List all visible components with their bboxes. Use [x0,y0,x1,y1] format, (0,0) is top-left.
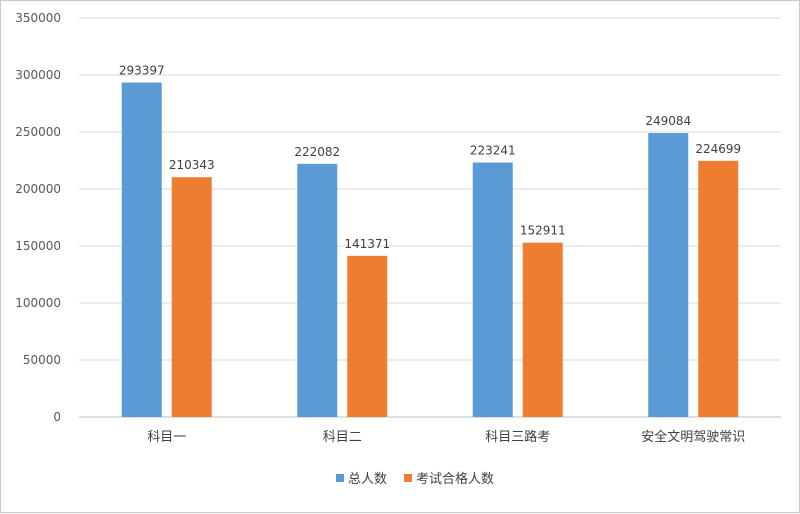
category-label-2: 科目三路考 [485,429,550,445]
y-tick-label-200000: 200000 [15,182,61,196]
bar-total-2 [472,162,513,417]
bar-total-1 [297,163,338,417]
y-tick-label-250000: 250000 [15,125,61,139]
category-label-1: 科目二 [323,430,362,445]
y-tick-label-0: 0 [53,410,61,424]
y-tick-label-300000: 300000 [15,68,61,82]
bar-total-3 [648,133,689,417]
legend-swatch-1 [404,474,412,482]
legend-label-0: 总人数 [348,472,387,487]
category-label-3: 安全文明驾驶常识 [641,429,745,445]
data-label-total-2: 223241 [470,144,516,158]
data-label-passed-0: 210343 [169,158,215,172]
data-label-total-0: 293397 [119,64,165,78]
data-label-total-1: 222082 [294,145,340,159]
y-tick-label-150000: 150000 [15,239,61,253]
bar-total-0 [121,82,162,418]
bar-passed-2 [522,242,563,417]
bar-passed-0 [171,177,212,417]
y-tick-label-50000: 50000 [23,353,61,367]
legend-swatch-0 [336,474,344,482]
data-label-passed-1: 141371 [344,237,390,251]
data-label-passed-2: 152911 [520,224,566,238]
y-axis-ticks: 0 50000 100000 150000 200000 250000 300000 3500… [15,11,61,424]
bar-passed-3 [698,160,739,417]
legend: 总人数 考试合格人数 [336,471,494,487]
category-label-0: 科目一 [147,430,186,445]
data-label-passed-3: 224699 [695,142,741,156]
data-label-total-3: 249084 [645,114,691,128]
legend-label-1: 考试合格人数 [416,471,494,487]
data-labels: 293397 210343 222082 141371 223241 152911 2490… [119,64,741,251]
y-tick-label-100000: 100000 [15,296,61,310]
bar-passed-1 [347,255,388,417]
bars [121,82,739,418]
y-tick-label-350000: 350000 [15,11,61,25]
x-axis-categories: 科目一 科目二 科目三路考 安全文明驾驶常识 [147,429,745,445]
